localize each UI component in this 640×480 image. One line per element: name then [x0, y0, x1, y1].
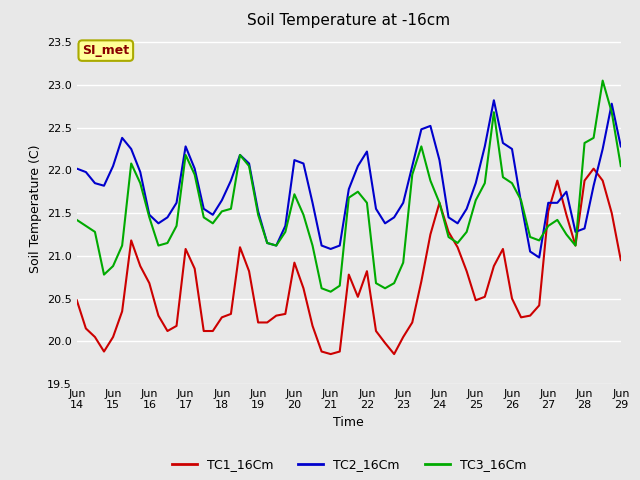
Title: Soil Temperature at -16cm: Soil Temperature at -16cm [247, 13, 451, 28]
Y-axis label: Soil Temperature (C): Soil Temperature (C) [29, 144, 42, 273]
Text: SI_met: SI_met [82, 44, 129, 57]
X-axis label: Time: Time [333, 416, 364, 429]
Legend: TC1_16Cm, TC2_16Cm, TC3_16Cm: TC1_16Cm, TC2_16Cm, TC3_16Cm [166, 453, 531, 476]
